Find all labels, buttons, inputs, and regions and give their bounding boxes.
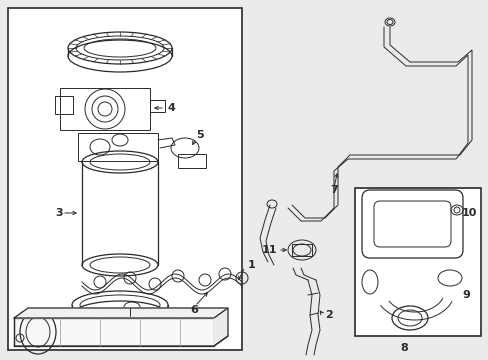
Text: 6: 6	[190, 305, 198, 315]
Text: 10: 10	[461, 208, 476, 218]
Text: 3: 3	[55, 208, 62, 218]
Text: 8: 8	[399, 343, 407, 353]
Text: 5: 5	[196, 130, 203, 140]
Bar	[14, 318, 214, 346]
Text: 7: 7	[329, 185, 337, 195]
Bar	[55, 96, 73, 114]
Text: 4: 4	[168, 103, 176, 113]
Bar	[178, 154, 205, 168]
Bar	[291, 244, 311, 256]
Bar	[150, 100, 164, 112]
Text: 2: 2	[325, 310, 332, 320]
Bar	[354, 188, 480, 336]
Bar	[60, 88, 150, 130]
Polygon shape	[14, 308, 227, 318]
Bar	[78, 133, 158, 161]
Polygon shape	[214, 308, 227, 346]
Text: 9: 9	[461, 290, 469, 300]
Bar	[8, 8, 242, 350]
Text: 11: 11	[262, 245, 277, 255]
Text: 1: 1	[247, 260, 255, 270]
